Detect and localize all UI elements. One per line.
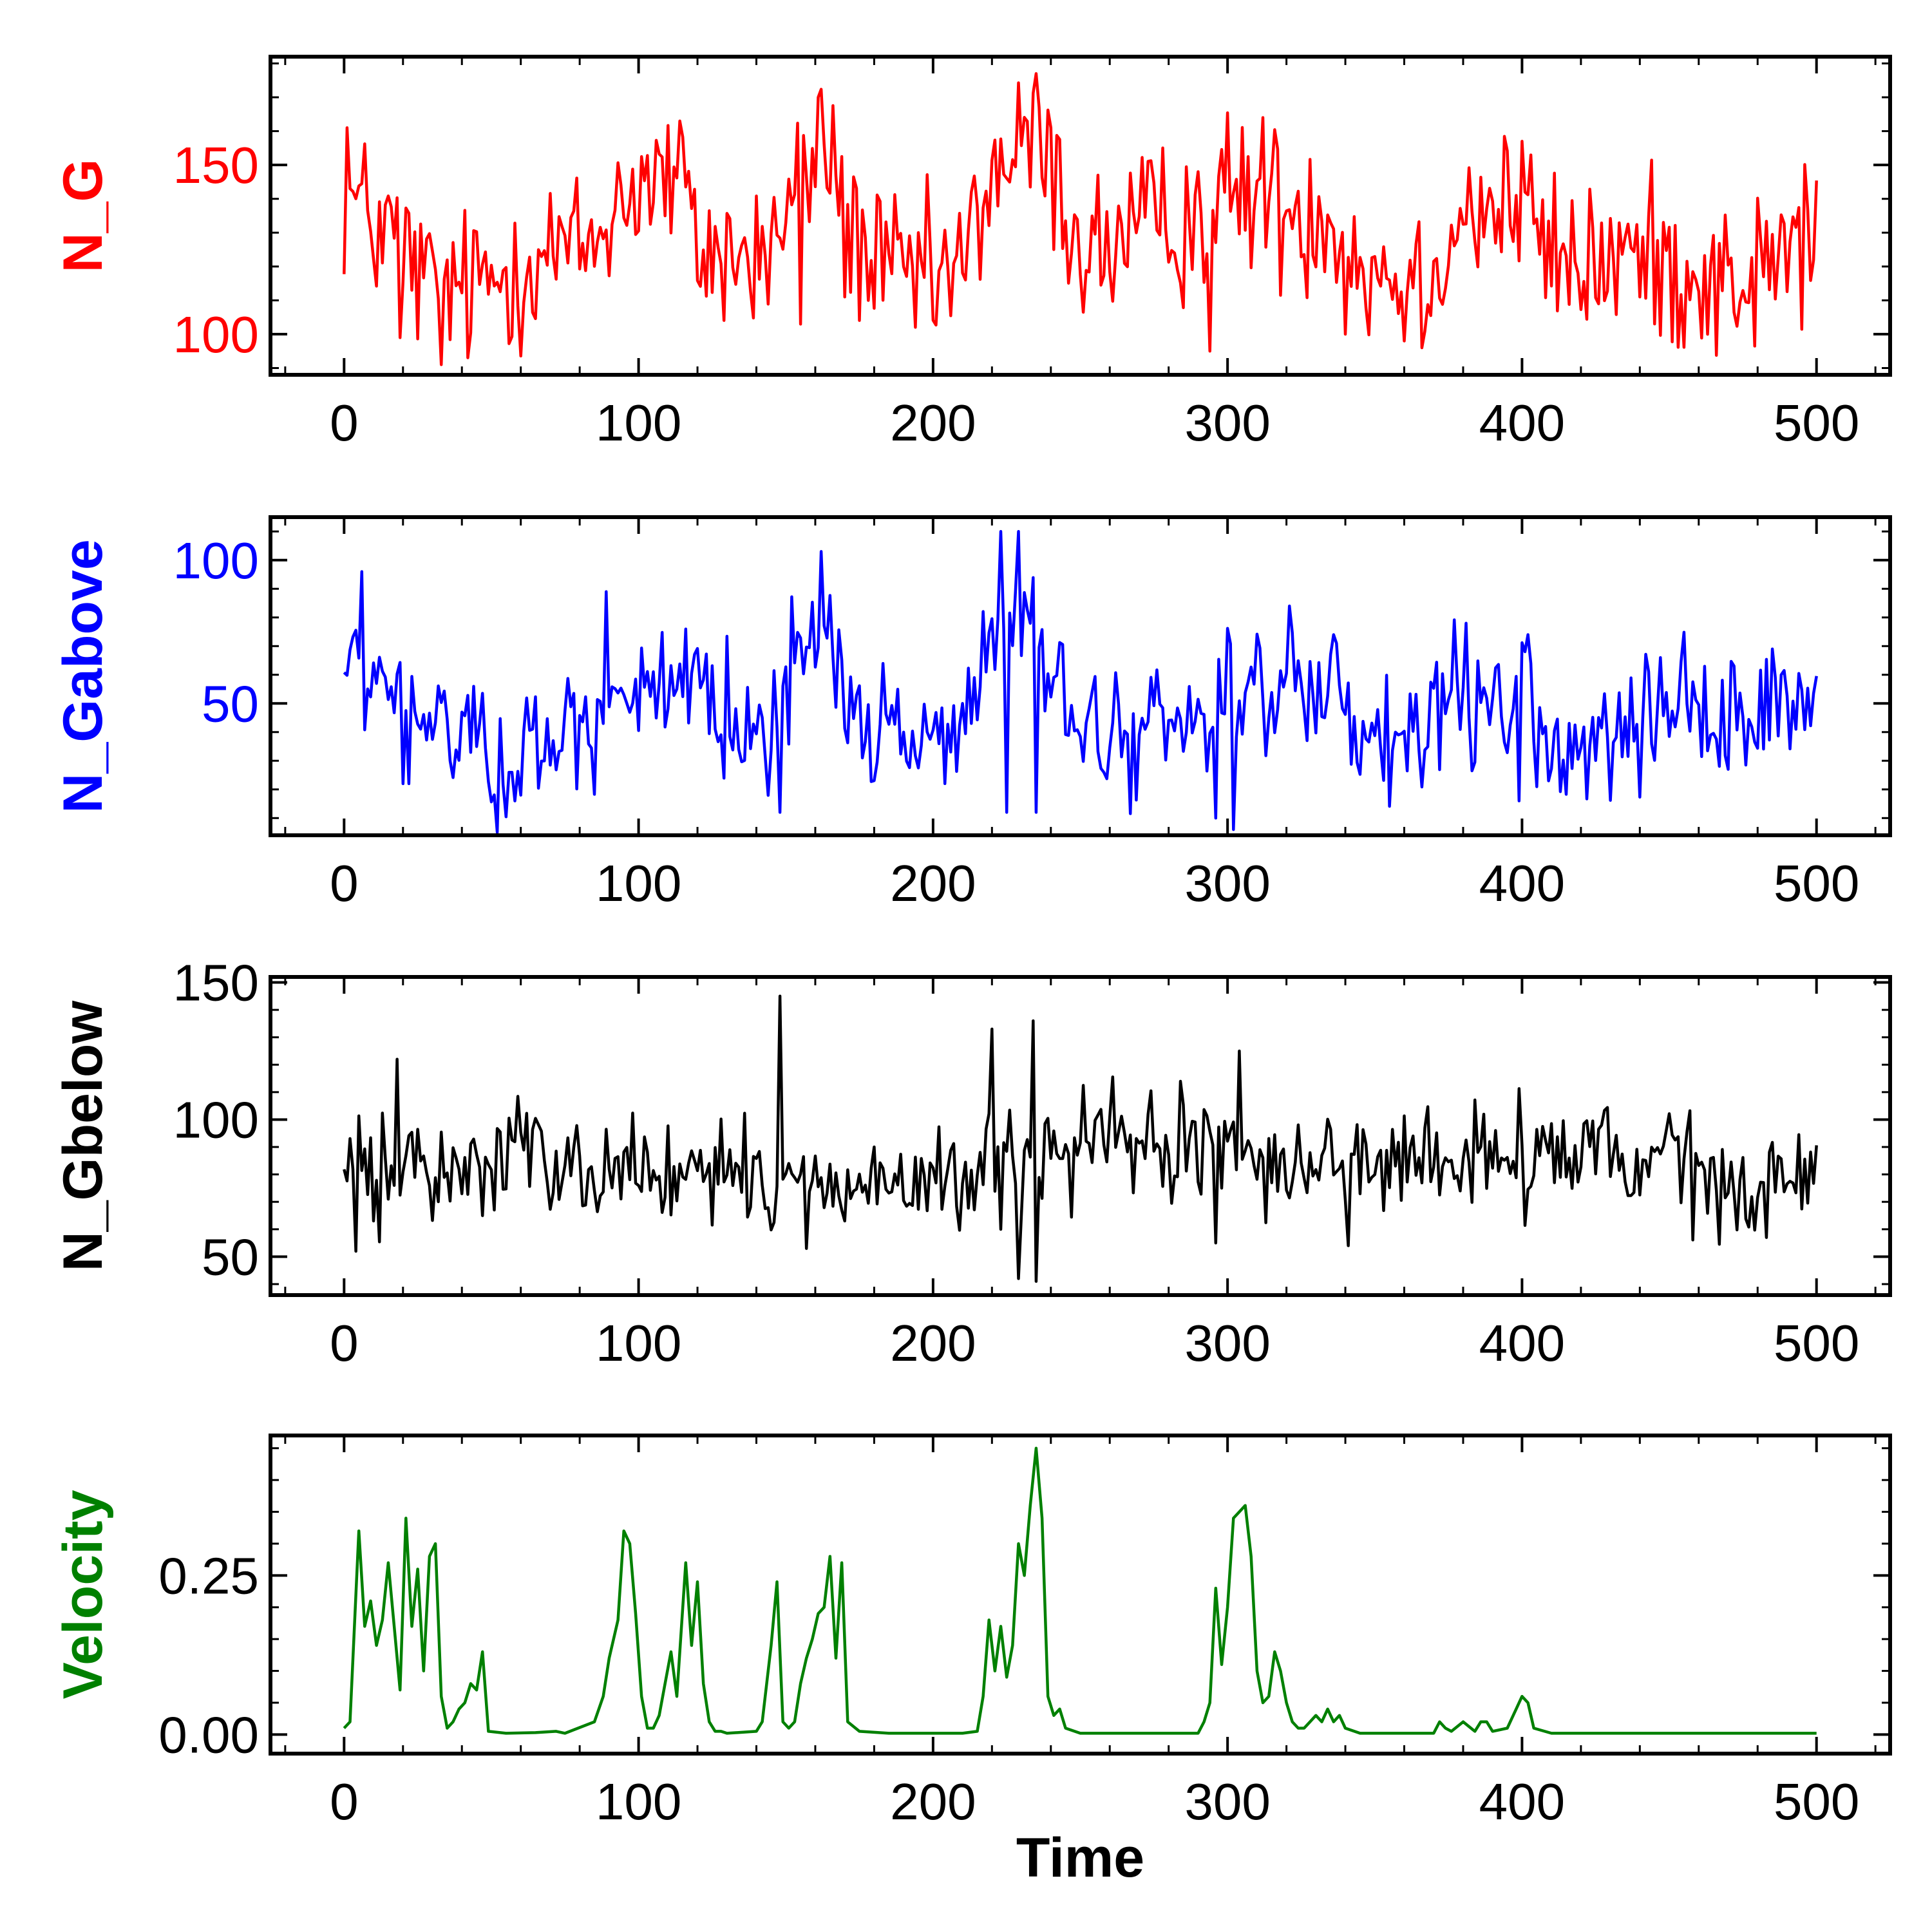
panel-4: 0 100 200 300 400 500 0.00 0.25 Velocity Time — [52, 1434, 1892, 1889]
y-tick-label: 100 — [173, 306, 259, 363]
series-line — [343, 530, 1818, 834]
y-axis-label: N_Gbelow — [52, 1000, 114, 1272]
panel-1: 0 100 200 300 400 500 100 150 N_G — [52, 55, 1892, 451]
x-tick-label: 0 — [330, 855, 359, 912]
x-tick-label: 500 — [1774, 1314, 1859, 1372]
x-tick-label: 300 — [1184, 394, 1270, 451]
x-tick-label: 0 — [330, 1314, 359, 1372]
x-tick-label: 300 — [1184, 1314, 1270, 1372]
y-tick-label: 150 — [173, 954, 259, 1012]
x-tick-label: 400 — [1479, 1314, 1565, 1372]
x-tick-label: 500 — [1774, 855, 1859, 912]
x-tick-label: 100 — [596, 1773, 681, 1830]
y-tick-label: 0.25 — [158, 1547, 259, 1604]
x-tick-label: 400 — [1479, 1773, 1565, 1830]
y-tick-label: 100 — [173, 532, 259, 589]
x-tick-label: 0 — [330, 394, 359, 451]
plot-frame — [269, 55, 1892, 377]
x-tick-label: 200 — [890, 394, 976, 451]
plot-frame — [269, 975, 1892, 1297]
y-tick-label: 100 — [173, 1091, 259, 1148]
series-line — [343, 1446, 1817, 1735]
x-tick-label: 300 — [1184, 1773, 1270, 1830]
panel-3: 0 100 200 300 400 500 50 100 150 N_Gbelow — [52, 954, 1892, 1372]
x-tick-label: 100 — [596, 394, 681, 451]
plot-frame — [269, 1434, 1892, 1756]
series-line — [343, 72, 1818, 366]
y-axis-label: N_G — [52, 159, 114, 273]
y-tick-label: 0.00 — [158, 1706, 259, 1763]
x-tick-label: 100 — [596, 855, 681, 912]
y-tick-label: 50 — [202, 675, 259, 732]
y-axis-label: Velocity — [52, 1490, 114, 1699]
x-tick-label: 400 — [1479, 855, 1565, 912]
y-tick-label: 50 — [202, 1228, 259, 1285]
x-tick-label: 300 — [1184, 855, 1270, 912]
series-line — [343, 994, 1818, 1283]
x-tick-label: 100 — [596, 1314, 681, 1372]
x-tick-label: 0 — [330, 1773, 359, 1830]
x-tick-label: 500 — [1774, 1773, 1859, 1830]
panel-2: 0 100 200 300 400 500 50 100 N_Gabove — [52, 515, 1892, 912]
plot-frame — [269, 515, 1892, 837]
x-tick-label: 200 — [890, 855, 976, 912]
y-tick-label: 150 — [173, 137, 259, 194]
x-tick-label: 400 — [1479, 394, 1565, 451]
y-axis-label: N_Gabove — [52, 539, 114, 813]
x-axis-label: Time — [1016, 1827, 1144, 1889]
x-tick-label: 200 — [890, 1314, 976, 1372]
x-tick-label: 200 — [890, 1773, 976, 1830]
x-tick-label: 500 — [1774, 394, 1859, 451]
